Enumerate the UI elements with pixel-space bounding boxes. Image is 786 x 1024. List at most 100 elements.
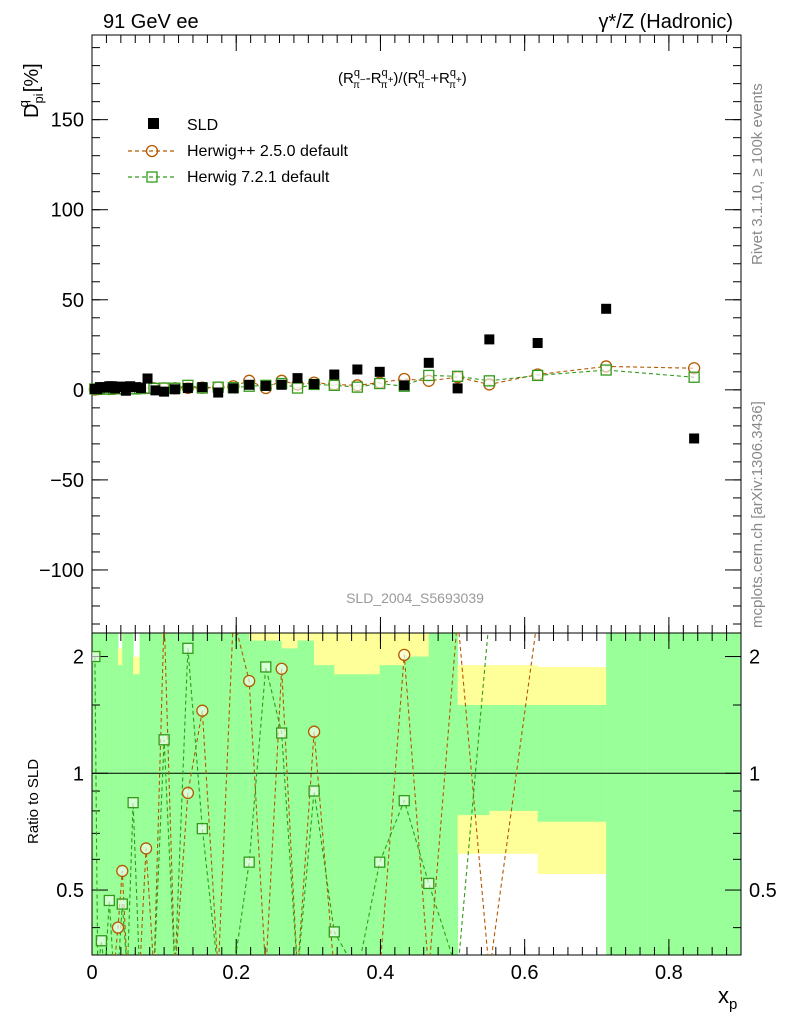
ratio-herwigpp-point: [275, 662, 288, 675]
band-green: [249, 640, 267, 955]
band-green: [101, 633, 106, 955]
sld-point: [689, 433, 700, 444]
herwig7-point: [291, 382, 304, 394]
band-green: [113, 633, 119, 955]
ratio-herwig7-point: [398, 795, 410, 807]
ytick-label: −50: [50, 470, 84, 492]
band-green: [164, 633, 176, 955]
ratio-herwig7-point: [243, 856, 255, 868]
watermark: SLD_2004_S5693039: [346, 590, 484, 606]
ratio-herwig7-point: [196, 822, 208, 835]
ratio-herwigpp-point: [423, 967, 434, 978]
herwig7-point: [600, 364, 612, 376]
ratio-herwig7-point: [453, 968, 463, 978]
sld-point: [125, 381, 136, 392]
herwig7-point: [374, 377, 386, 390]
ratio-herwigpp-point: [128, 967, 139, 978]
band-green: [334, 674, 358, 955]
ratio-herwigpp-point: [484, 967, 495, 978]
herwigpp-line: [94, 365, 695, 391]
ratio-herwig7-point: [113, 968, 123, 978]
ratio-herwig7-point: [328, 926, 340, 938]
ratio-herwigpp-point: [689, 611, 700, 622]
ratio-herwig7-point: [601, 612, 611, 622]
ratio-herwigpp-point: [601, 611, 612, 622]
ratio-herwigpp-point: [104, 967, 115, 978]
ratio-series-group: [92, 611, 700, 978]
ytick-label: 0: [73, 380, 84, 402]
ratio-herwigpp-point: [169, 967, 180, 978]
band-green: [92, 633, 96, 955]
ylabel-main: D: [21, 104, 43, 118]
header-right: γ*/Z (Hadronic): [599, 11, 733, 33]
sld-point: [532, 338, 543, 349]
band-green: [174, 633, 189, 955]
ratio-herwigpp-point: [398, 648, 411, 662]
ratio-herwig7-point: [158, 734, 170, 746]
herwig7-point: [531, 369, 544, 382]
band-green: [109, 633, 115, 955]
ytick-label: 50: [62, 290, 84, 312]
ratio-herwig7-point: [103, 894, 115, 907]
ratio-herwigpp-point: [352, 967, 363, 978]
ratio-herwig7-point: [352, 968, 362, 978]
ratio-herwigpp-point: [228, 611, 239, 622]
ratio-herwigpp-point: [116, 864, 129, 878]
legend-label-herwig7: Herwig 7.2.1 default: [187, 169, 330, 186]
sld-point: [329, 369, 340, 380]
ratio-band-group: [92, 633, 741, 955]
xtick-label: 0.4: [367, 962, 395, 984]
ratio-herwig7-point: [293, 968, 303, 978]
sld-point: [136, 383, 147, 394]
sld-point: [213, 387, 224, 398]
sld-point: [182, 383, 193, 394]
sld-point: [142, 373, 153, 384]
ratio-ytick-label-right: 1: [749, 763, 760, 785]
herwig7-point: [423, 369, 435, 382]
ratio-herwig7-point: [374, 856, 386, 868]
ratio-herwigpp-point: [260, 967, 271, 978]
ytick-label: 150: [51, 110, 84, 132]
legend-marker-herwig7: [146, 171, 158, 183]
band-green: [379, 665, 405, 955]
ratio-herwigpp-point: [307, 725, 321, 738]
sld-point: [352, 364, 363, 375]
ytick-label: −100: [39, 560, 84, 582]
ratio-herwigpp-point: [139, 842, 153, 855]
xtick-label: 0: [86, 962, 97, 984]
herwig7-point: [351, 381, 364, 393]
ylabel-sup: q: [16, 100, 31, 107]
xtick-label: 0.8: [655, 962, 683, 984]
ratio-ytick-label: 0.5: [56, 880, 84, 902]
xtick-label: 0.2: [222, 962, 250, 984]
ratio-herwig7-line: [94, 633, 489, 955]
ratio-herwigpp-point: [134, 967, 145, 978]
band-green: [233, 633, 250, 955]
mcplots-label: mcplots.cern.ch [arXiv:1306.3436]: [749, 401, 766, 628]
ratio-herwig7-point: [170, 968, 180, 978]
xlabel-main: x: [718, 983, 729, 1008]
ratio-herwigpp-point: [452, 611, 463, 622]
sld-point: [399, 380, 410, 391]
sld-point: [150, 385, 161, 396]
ratio-herwigpp-point: [108, 967, 119, 978]
sld-point: [601, 303, 612, 314]
band-green: [314, 665, 335, 955]
band-green: [202, 633, 219, 955]
ratio-herwigpp-point: [99, 967, 110, 978]
ratio-herwig7-point: [92, 650, 101, 663]
ratio-herwig7-point: [260, 661, 272, 673]
ratio-herwig7-point: [276, 727, 288, 739]
band-green: [537, 704, 607, 822]
band-green: [297, 640, 315, 955]
sld-point: [197, 382, 208, 393]
ratio-herwigpp-point: [532, 611, 543, 622]
ratio-ytick-label: 1: [73, 763, 84, 785]
band-green: [133, 674, 141, 955]
sld-point: [292, 373, 303, 384]
xlabel-sub: p: [729, 996, 737, 1013]
ratio-ytick-label: 2: [73, 647, 84, 669]
svg-text:Dpiq[%]: Dpiq [%]: [16, 63, 46, 118]
ratio-herwig7-point: [122, 968, 132, 978]
band-green: [97, 633, 102, 955]
